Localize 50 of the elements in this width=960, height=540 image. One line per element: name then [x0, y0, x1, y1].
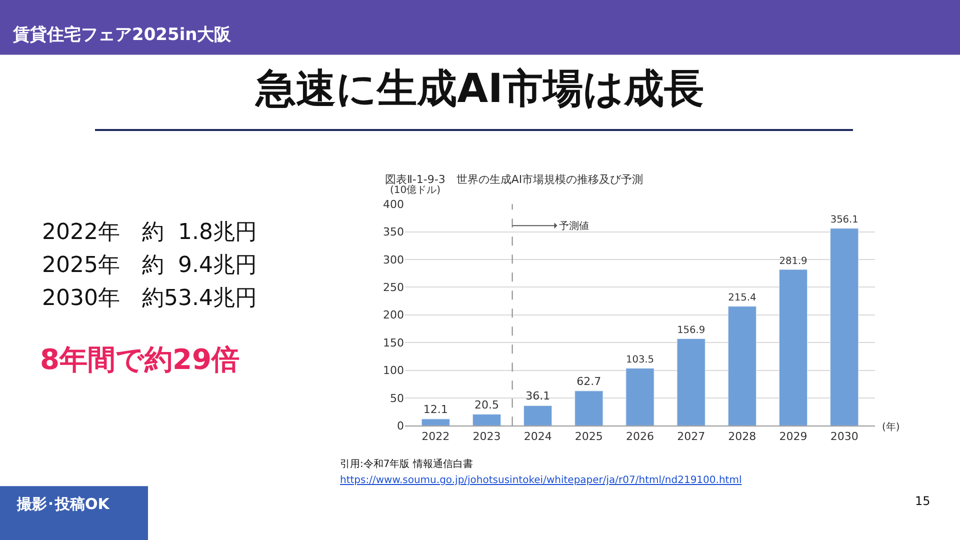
- text: 2025年 約 9.4兆円: [42, 253, 257, 278]
- text: 15: [915, 494, 930, 508]
- y-axis-title: (10億ドル): [390, 184, 441, 196]
- bar: [778, 269, 808, 426]
- bar: [524, 405, 552, 426]
- x-tick-label: 2029: [779, 430, 808, 443]
- bar: [626, 368, 654, 426]
- bar: [728, 306, 756, 426]
- y-tick-label: 400: [383, 198, 404, 211]
- bar: [574, 390, 604, 426]
- x-tick-label: 2026: [626, 430, 654, 443]
- text: 撮影･投稿OK: [16, 495, 111, 513]
- data-label: 356.1: [830, 214, 858, 226]
- chart-title: 急速に生成AI市場は成長: [254, 66, 704, 112]
- data-label: 156.9: [677, 325, 706, 336]
- bar: [676, 338, 706, 426]
- y-tick-label: 350: [383, 226, 404, 239]
- text: 賃貸住宅フェア2025in大阪: [12, 25, 232, 45]
- text: https://www.soumu.go.jp/johotsusintokei/whitepaper/ja/r07/html/nd219100.html: [340, 475, 742, 486]
- chart-subtitle: 図表Ⅱ-1-9-3 世界の生成AI市場規模の推移及び予測: [385, 173, 644, 186]
- text: 引用:令和7年版 情報通信白書: [340, 458, 473, 470]
- x-tick-label: 2028: [728, 430, 756, 443]
- x-tick-label: 2030: [830, 430, 858, 443]
- bar: [472, 414, 502, 426]
- text: 2030年 約53.4兆円: [42, 286, 257, 311]
- x-tick-label: 2025: [574, 430, 603, 443]
- y-tick-label: 50: [390, 392, 404, 405]
- x-tick-label: 2027: [677, 430, 706, 443]
- y-tick-label: 0: [397, 420, 404, 433]
- y-tick-label: 300: [383, 253, 404, 266]
- bar: [421, 418, 450, 426]
- ref-line-label: 予測値: [559, 220, 589, 232]
- data-label: 62.7: [576, 374, 602, 388]
- y-tick-label: 150: [383, 336, 404, 350]
- x-tick-label: 2022: [422, 430, 450, 443]
- bar: [830, 228, 859, 426]
- text: 8年間で約29倍: [40, 343, 240, 376]
- data-label: 12.1: [423, 402, 448, 416]
- x-axis-title: (年): [882, 421, 900, 433]
- data-label: 103.5: [626, 354, 654, 366]
- data-label: 20.5: [474, 398, 499, 412]
- y-tick-label: 250: [383, 281, 404, 294]
- x-tick-label: 2024: [524, 430, 552, 443]
- data-label: 281.9: [779, 256, 808, 267]
- data-label: 215.4: [728, 292, 756, 304]
- data-label: 36.1: [526, 390, 550, 403]
- x-tick-label: 2023: [472, 430, 501, 443]
- text: 2022年 約 1.8兆円: [42, 220, 257, 245]
- y-tick-label: 100: [383, 364, 404, 378]
- y-tick-label: 200: [383, 308, 404, 322]
